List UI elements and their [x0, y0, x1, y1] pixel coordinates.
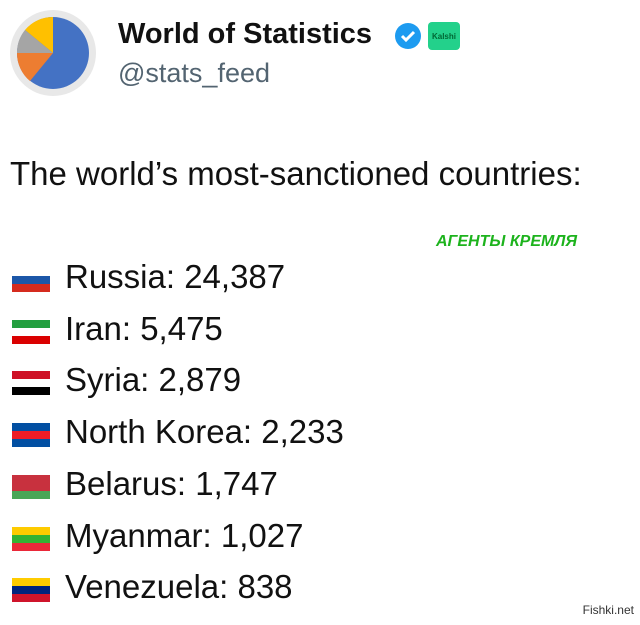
country-item: Iran: 5,475 [65, 309, 223, 347]
country-item: Myanmar: 1,027 [65, 516, 304, 554]
flag-icon [12, 423, 50, 448]
flag-icon [12, 526, 50, 551]
flag-icon [12, 578, 50, 603]
affiliate-badge[interactable]: Kalshi [428, 22, 460, 50]
flag-icon [12, 474, 50, 499]
country-item: North Korea: 2,233 [65, 413, 344, 451]
account-name[interactable]: World of Statistics [118, 18, 373, 50]
flag-icon [12, 268, 50, 292]
verified-badge [395, 23, 421, 49]
flag-icon [12, 319, 50, 344]
country-item: Syria: 2,879 [65, 361, 242, 399]
country-item: Belarus: 1,747 [65, 464, 278, 502]
avatar [10, 10, 96, 96]
country-item: Venezuela: 838 [65, 568, 293, 606]
account-handle[interactable]: @stats_feed [118, 58, 270, 88]
watermark: Fishki.net [582, 603, 634, 617]
post-heading: The world’s most-sanctioned countries: [10, 155, 582, 192]
overlay-caption: АГЕНТЫ КРЕМЛЯ [436, 233, 577, 250]
flag-icon [12, 371, 50, 396]
country-item: Russia: 24,387 [65, 258, 286, 295]
